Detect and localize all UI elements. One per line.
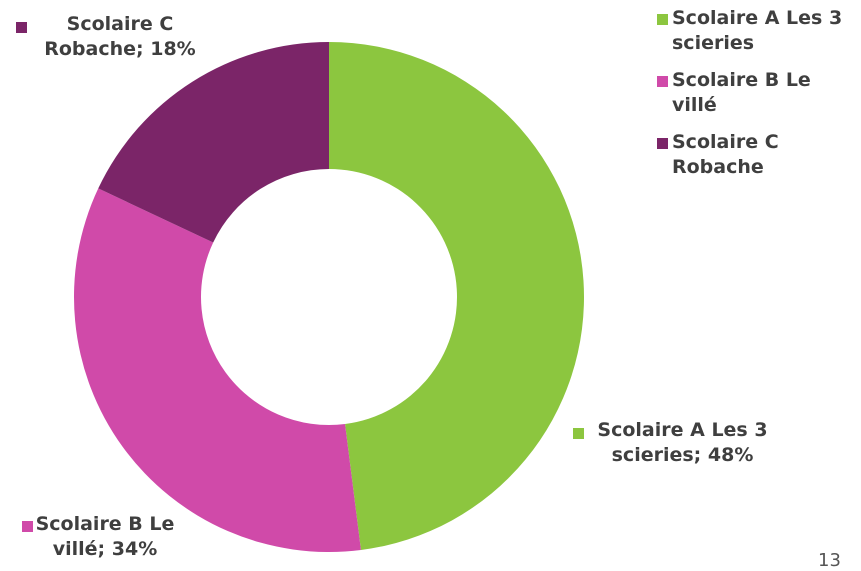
data-label-marker (22, 521, 33, 532)
legend-label: Scolaire C Robache (672, 131, 779, 178)
legend-marker (657, 138, 668, 149)
page-number: 13 (818, 550, 841, 571)
legend-marker (657, 76, 668, 87)
data-label: Scolaire B Le villé; 34% (35, 513, 175, 560)
donut-slice (98, 42, 329, 243)
data-label: Scolaire C Robache; 18% (44, 13, 196, 60)
legend-label: Scolaire B Le villé (672, 69, 811, 116)
donut-slice (74, 188, 361, 553)
data-label-marker (573, 428, 584, 439)
legend-label: Scolaire A Les 3 scieries (672, 7, 843, 54)
legend-marker (657, 14, 668, 25)
data-label: Scolaire A Les 3 scieries; 48% (597, 419, 768, 466)
donut-slice (329, 42, 585, 550)
data-label-marker (16, 22, 27, 33)
